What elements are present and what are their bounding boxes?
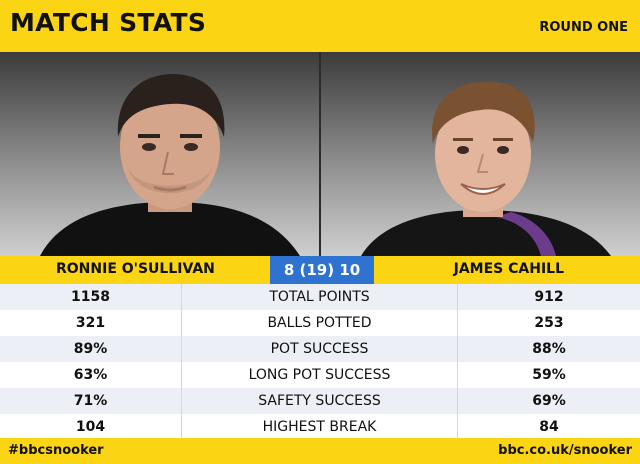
right-frames: 10 bbox=[339, 261, 361, 279]
right-player-photo bbox=[321, 52, 640, 256]
hashtag: #bbcsnooker bbox=[8, 443, 104, 458]
right-stat-value: 59% bbox=[532, 367, 566, 383]
right-stat-value: 84 bbox=[539, 419, 559, 435]
round-label: ROUND ONE bbox=[539, 20, 628, 35]
left-stat-value: 63% bbox=[73, 367, 108, 383]
footer-bar: #bbcsnooker bbc.co.uk/snooker bbox=[0, 438, 640, 464]
left-stat-value: 321 bbox=[75, 315, 106, 331]
column-divider bbox=[181, 284, 182, 438]
right-stat-value: 912 bbox=[534, 289, 564, 305]
stats-row-pot-success: 89% POT SUCCESS 88% bbox=[0, 336, 640, 362]
header-bar: MATCH STATS ROUND ONE bbox=[0, 0, 640, 52]
left-stat-value: 89% bbox=[73, 341, 108, 357]
player-photos bbox=[0, 52, 640, 256]
left-stat-value: 104 bbox=[75, 419, 106, 435]
right-player-portrait bbox=[361, 81, 611, 256]
best-of-frames: (19) bbox=[299, 261, 335, 279]
stats-table: 1158 TOTAL POINTS 912 321 BALLS POTTED 2… bbox=[0, 284, 640, 440]
left-frames: 8 bbox=[283, 261, 295, 279]
left-player-portrait bbox=[40, 74, 300, 256]
left-player-photo bbox=[0, 52, 319, 256]
stats-row-long-pot-success: 63% LONG POT SUCCESS 59% bbox=[0, 362, 640, 388]
right-stat-value: 253 bbox=[534, 315, 564, 331]
left-stat-value: 71% bbox=[73, 393, 108, 409]
stat-label: TOTAL POINTS bbox=[269, 289, 370, 305]
column-divider bbox=[457, 284, 458, 438]
stats-row-safety-success: 71% SAFETY SUCCESS 69% bbox=[0, 388, 640, 414]
website-url: bbc.co.uk/snooker bbox=[498, 443, 632, 458]
stat-label: HIGHEST BREAK bbox=[262, 419, 377, 435]
stats-row-balls-potted: 321 BALLS POTTED 253 bbox=[0, 310, 640, 336]
stats-row-highest-break: 104 HIGHEST BREAK 84 bbox=[0, 414, 640, 440]
right-stat-value: 88% bbox=[532, 341, 566, 357]
right-player-name: JAMES CAHILL bbox=[453, 261, 564, 277]
stat-label: LONG POT SUCCESS bbox=[248, 367, 391, 383]
stats-row-total-points: 1158 TOTAL POINTS 912 bbox=[0, 284, 640, 310]
match-score: 8 (19) 10 bbox=[270, 256, 374, 284]
stat-label: POT SUCCESS bbox=[270, 341, 369, 357]
graphic-title: MATCH STATS bbox=[10, 8, 207, 37]
right-stat-value: 69% bbox=[532, 393, 566, 409]
left-stat-value: 1158 bbox=[71, 289, 110, 305]
left-player-name: RONNIE O'SULLIVAN bbox=[56, 261, 215, 277]
stat-label: BALLS POTTED bbox=[267, 315, 372, 331]
stat-label: SAFETY SUCCESS bbox=[258, 393, 381, 409]
